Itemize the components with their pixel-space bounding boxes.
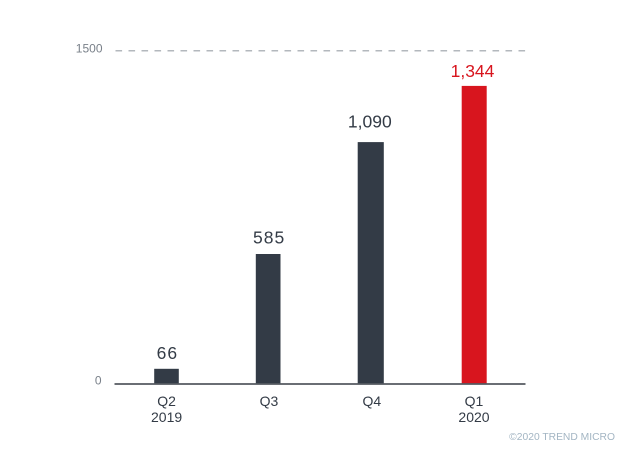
svg-text:0: 0 [95, 373, 102, 387]
svg-text:Q4: Q4 [363, 393, 382, 409]
svg-text:66: 66 [157, 343, 178, 363]
svg-text:Q2: Q2 [157, 393, 176, 409]
svg-text:1,344: 1,344 [451, 61, 495, 81]
svg-text:2019: 2019 [151, 409, 182, 425]
svg-text:1500: 1500 [76, 42, 103, 56]
svg-text:585: 585 [253, 228, 285, 248]
svg-text:Q1: Q1 [465, 393, 484, 409]
svg-text:2020: 2020 [458, 409, 489, 425]
svg-text:©2020 TREND MICRO: ©2020 TREND MICRO [509, 432, 615, 443]
svg-text:1,090: 1,090 [348, 111, 392, 131]
svg-text:Q3: Q3 [260, 393, 279, 409]
